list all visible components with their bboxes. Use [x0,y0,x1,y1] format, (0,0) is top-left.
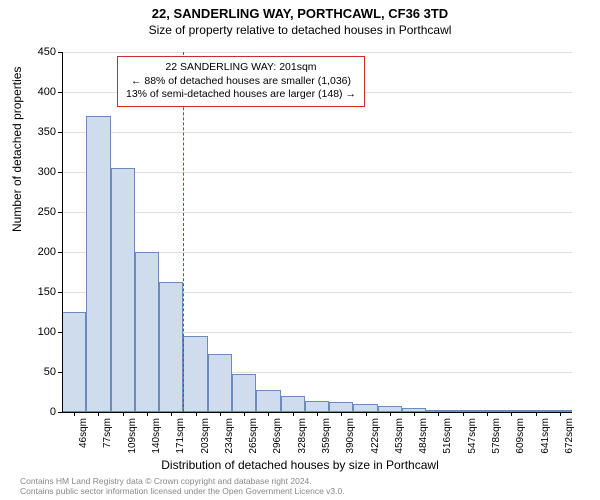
xtick-label: 328sqm [297,418,308,454]
gridline [62,172,572,173]
gridline [62,52,572,53]
histogram-bar [305,401,329,412]
ytick-label: 400 [0,86,56,98]
histogram-bar [232,374,256,412]
xtick-label: 296sqm [272,418,283,454]
annotation-line3: 13% of semi-detached houses are larger (… [126,88,356,102]
xtick-label: 140sqm [151,418,162,454]
chart-title-sub: Size of property relative to detached ho… [0,21,600,37]
xtick-label: 672sqm [564,418,575,454]
histogram-bar [208,354,232,412]
xtick-label: 77sqm [102,418,113,448]
xtick-label: 46sqm [78,418,89,448]
xtick-label: 234sqm [224,418,235,454]
gridline [62,212,572,213]
histogram-bar [135,252,159,412]
chart-title-main: 22, SANDERLING WAY, PORTHCAWL, CF36 3TD [0,0,600,21]
ytick-label: 350 [0,126,56,138]
ytick-label: 100 [0,326,56,338]
histogram-bar [111,168,135,412]
ytick-label: 300 [0,166,56,178]
histogram-bar [281,396,305,412]
x-axis-label: Distribution of detached houses by size … [0,458,600,472]
ytick-label: 50 [0,366,56,378]
ytick-label: 0 [0,406,56,418]
y-axis-line [62,52,63,412]
xtick-label: 453sqm [394,418,405,454]
histogram-bar [353,404,377,412]
annotation-box: 22 SANDERLING WAY: 201sqm← 88% of detach… [117,56,365,107]
xtick-label: 547sqm [467,418,478,454]
histogram-bar [183,336,207,412]
footer-line1: Contains HM Land Registry data © Crown c… [20,476,345,486]
footer-attribution: Contains HM Land Registry data © Crown c… [20,476,345,496]
xtick-label: 641sqm [540,418,551,454]
ytick-label: 200 [0,246,56,258]
annotation-line1: 22 SANDERLING WAY: 201sqm [126,61,356,75]
xtick-label: 484sqm [418,418,429,454]
histogram-bar [329,402,353,412]
gridline [62,132,572,133]
xtick-label: 203sqm [200,418,211,454]
xtick-label: 516sqm [442,418,453,454]
xtick-label: 171sqm [175,418,186,454]
x-axis-line [62,412,572,413]
xtick-label: 359sqm [321,418,332,454]
ytick-label: 450 [0,46,56,58]
histogram-bar [159,282,183,412]
ytick-label: 250 [0,206,56,218]
footer-line2: Contains public sector information licen… [20,486,345,496]
xtick-label: 422sqm [370,418,381,454]
histogram-bar [62,312,86,412]
ytick-label: 150 [0,286,56,298]
xtick-label: 578sqm [491,418,502,454]
xtick-label: 265sqm [248,418,259,454]
annotation-line2: ← 88% of detached houses are smaller (1,… [126,75,356,89]
xtick-label: 609sqm [515,418,526,454]
xtick-label: 390sqm [345,418,356,454]
xtick-label: 109sqm [127,418,138,454]
chart-plot-area: 46sqm77sqm109sqm140sqm171sqm203sqm234sqm… [62,52,572,412]
histogram-bar [256,390,280,412]
histogram-bar [86,116,110,412]
